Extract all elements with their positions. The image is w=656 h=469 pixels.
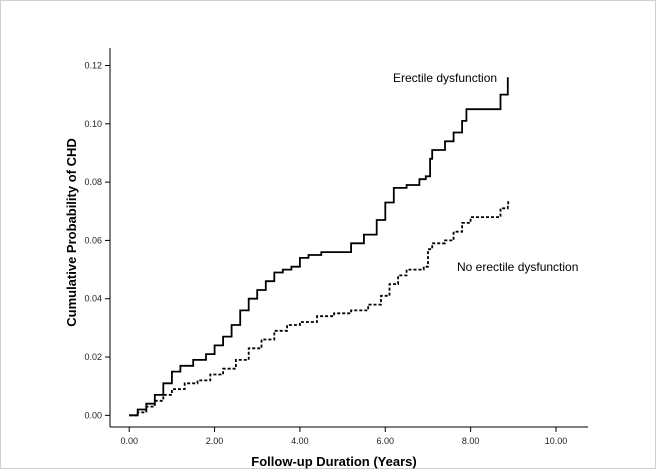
tick-marks	[105, 64, 557, 432]
y-tick-label: 0.08	[84, 177, 102, 187]
y-tick-label: 0.06	[84, 235, 102, 245]
tick-labels: 0.00 0.02 0.04 0.06 0.08 0.10 0.12 0.00 2.00 4.00…	[84, 60, 567, 446]
x-tick-label: 10.00	[545, 436, 568, 446]
x-tick-label: 4.00	[291, 436, 309, 446]
series-labels: Erectile dysfunction No erectile dysfunct…	[393, 71, 578, 274]
series-label-no-erectile-dysfunction: No erectile dysfunction	[457, 260, 578, 274]
series-no-erectile-dysfunction-line	[129, 199, 510, 417]
x-tick-label: 0.00	[120, 436, 138, 446]
series-label-erectile-dysfunction: Erectile dysfunction	[393, 71, 497, 85]
axes	[109, 48, 588, 428]
series-layer	[129, 77, 510, 417]
y-axis-title: Cumulative Probability of CHD	[64, 138, 79, 327]
series-erectile-dysfunction-line	[129, 77, 509, 417]
y-tick-label: 0.04	[84, 294, 102, 304]
y-tick-label: 0.02	[84, 352, 102, 362]
y-tick-label: 0.00	[84, 410, 102, 420]
y-tick-label: 0.10	[84, 119, 102, 129]
x-tick-label: 2.00	[206, 436, 224, 446]
y-tick-label: 0.12	[84, 60, 102, 70]
x-tick-label: 6.00	[377, 436, 395, 446]
x-tick-label: 8.00	[462, 436, 480, 446]
x-axis-title: Follow-up Duration (Years)	[251, 454, 416, 469]
